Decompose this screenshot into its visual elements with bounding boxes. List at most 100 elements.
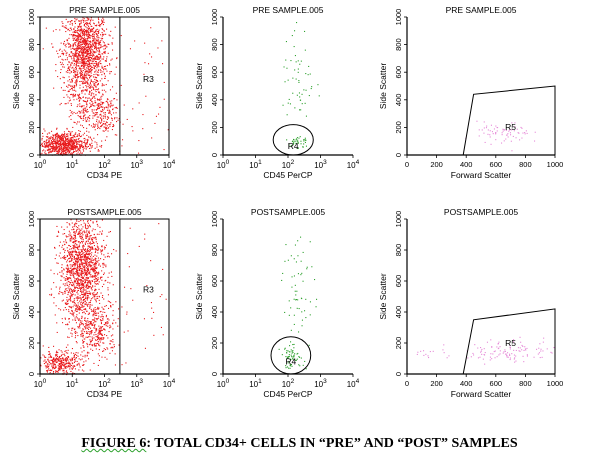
event-point bbox=[62, 54, 64, 56]
event-point bbox=[286, 366, 288, 368]
event-point bbox=[69, 89, 71, 91]
event-point bbox=[104, 123, 106, 125]
event-point bbox=[311, 86, 313, 88]
event-point bbox=[103, 45, 105, 47]
event-point bbox=[72, 89, 74, 91]
event-point bbox=[83, 39, 85, 41]
event-point bbox=[75, 222, 77, 224]
event-point bbox=[73, 355, 75, 357]
event-point bbox=[73, 258, 75, 260]
y-tick-label: 400 bbox=[394, 94, 403, 107]
event-point bbox=[92, 86, 94, 88]
event-point bbox=[76, 364, 78, 366]
event-point bbox=[89, 83, 91, 85]
event-point bbox=[48, 140, 50, 142]
event-point bbox=[90, 234, 92, 236]
event-point bbox=[106, 323, 108, 325]
event-point bbox=[103, 246, 105, 248]
event-point bbox=[106, 109, 108, 111]
event-point bbox=[78, 325, 80, 327]
event-point bbox=[64, 146, 66, 148]
event-point bbox=[77, 138, 79, 140]
event-point bbox=[94, 280, 96, 282]
event-point bbox=[109, 231, 111, 233]
event-point bbox=[101, 89, 103, 91]
event-point bbox=[68, 100, 70, 102]
event-point bbox=[105, 44, 107, 46]
event-point bbox=[83, 341, 85, 343]
event-point bbox=[69, 99, 71, 101]
event-point bbox=[57, 273, 59, 275]
event-point bbox=[85, 64, 87, 66]
event-point bbox=[72, 256, 74, 258]
event-point bbox=[100, 321, 102, 323]
event-point bbox=[83, 75, 85, 77]
event-point bbox=[73, 99, 75, 101]
event-point bbox=[103, 66, 105, 68]
event-point bbox=[101, 232, 103, 234]
event-point bbox=[62, 362, 64, 364]
event-point bbox=[308, 95, 310, 97]
event-point bbox=[79, 99, 81, 101]
event-point bbox=[71, 29, 73, 31]
event-point bbox=[80, 220, 82, 222]
event-point bbox=[304, 30, 306, 32]
event-point bbox=[89, 280, 91, 282]
event-point bbox=[53, 273, 55, 275]
event-point bbox=[293, 343, 295, 345]
event-point bbox=[89, 261, 91, 263]
event-point bbox=[76, 40, 78, 42]
event-point bbox=[61, 267, 63, 269]
event-point bbox=[77, 36, 79, 38]
event-point bbox=[80, 334, 82, 336]
event-point bbox=[90, 286, 92, 288]
event-point bbox=[64, 279, 66, 281]
event-point bbox=[61, 140, 63, 142]
event-point bbox=[86, 294, 88, 296]
event-point bbox=[93, 85, 95, 87]
event-point bbox=[291, 352, 293, 354]
event-point bbox=[295, 61, 297, 63]
event-point bbox=[41, 152, 43, 154]
event-point bbox=[63, 142, 65, 144]
event-point bbox=[77, 266, 79, 268]
event-point bbox=[45, 362, 47, 364]
event-point bbox=[75, 53, 77, 55]
event-point bbox=[108, 127, 110, 129]
event-point bbox=[287, 259, 289, 261]
event-point bbox=[301, 93, 303, 95]
event-point bbox=[71, 24, 73, 26]
event-point bbox=[98, 336, 100, 338]
event-point bbox=[84, 57, 86, 59]
event-point bbox=[90, 274, 92, 276]
event-point bbox=[107, 52, 109, 54]
event-point bbox=[94, 84, 96, 86]
event-point bbox=[101, 329, 103, 331]
event-point bbox=[71, 237, 73, 239]
event-point bbox=[87, 336, 89, 338]
event-point bbox=[78, 42, 80, 44]
event-point bbox=[144, 238, 146, 240]
event-point bbox=[74, 368, 76, 370]
event-point bbox=[77, 248, 79, 250]
event-point bbox=[46, 364, 48, 366]
event-point bbox=[72, 135, 74, 137]
event-point bbox=[106, 100, 108, 102]
event-point bbox=[82, 119, 84, 121]
event-point bbox=[78, 269, 80, 271]
event-point bbox=[65, 144, 67, 146]
event-point bbox=[92, 29, 94, 31]
event-point bbox=[83, 25, 85, 27]
event-point bbox=[295, 299, 297, 301]
event-point bbox=[101, 334, 103, 336]
event-point bbox=[53, 134, 55, 136]
event-point bbox=[83, 50, 85, 52]
event-point bbox=[75, 251, 77, 253]
event-point bbox=[49, 369, 51, 371]
event-point bbox=[51, 130, 53, 132]
event-point bbox=[84, 41, 86, 43]
event-point bbox=[92, 293, 94, 295]
x-tick-label: 102 bbox=[282, 159, 295, 170]
event-point bbox=[77, 62, 79, 64]
event-point bbox=[75, 150, 77, 152]
